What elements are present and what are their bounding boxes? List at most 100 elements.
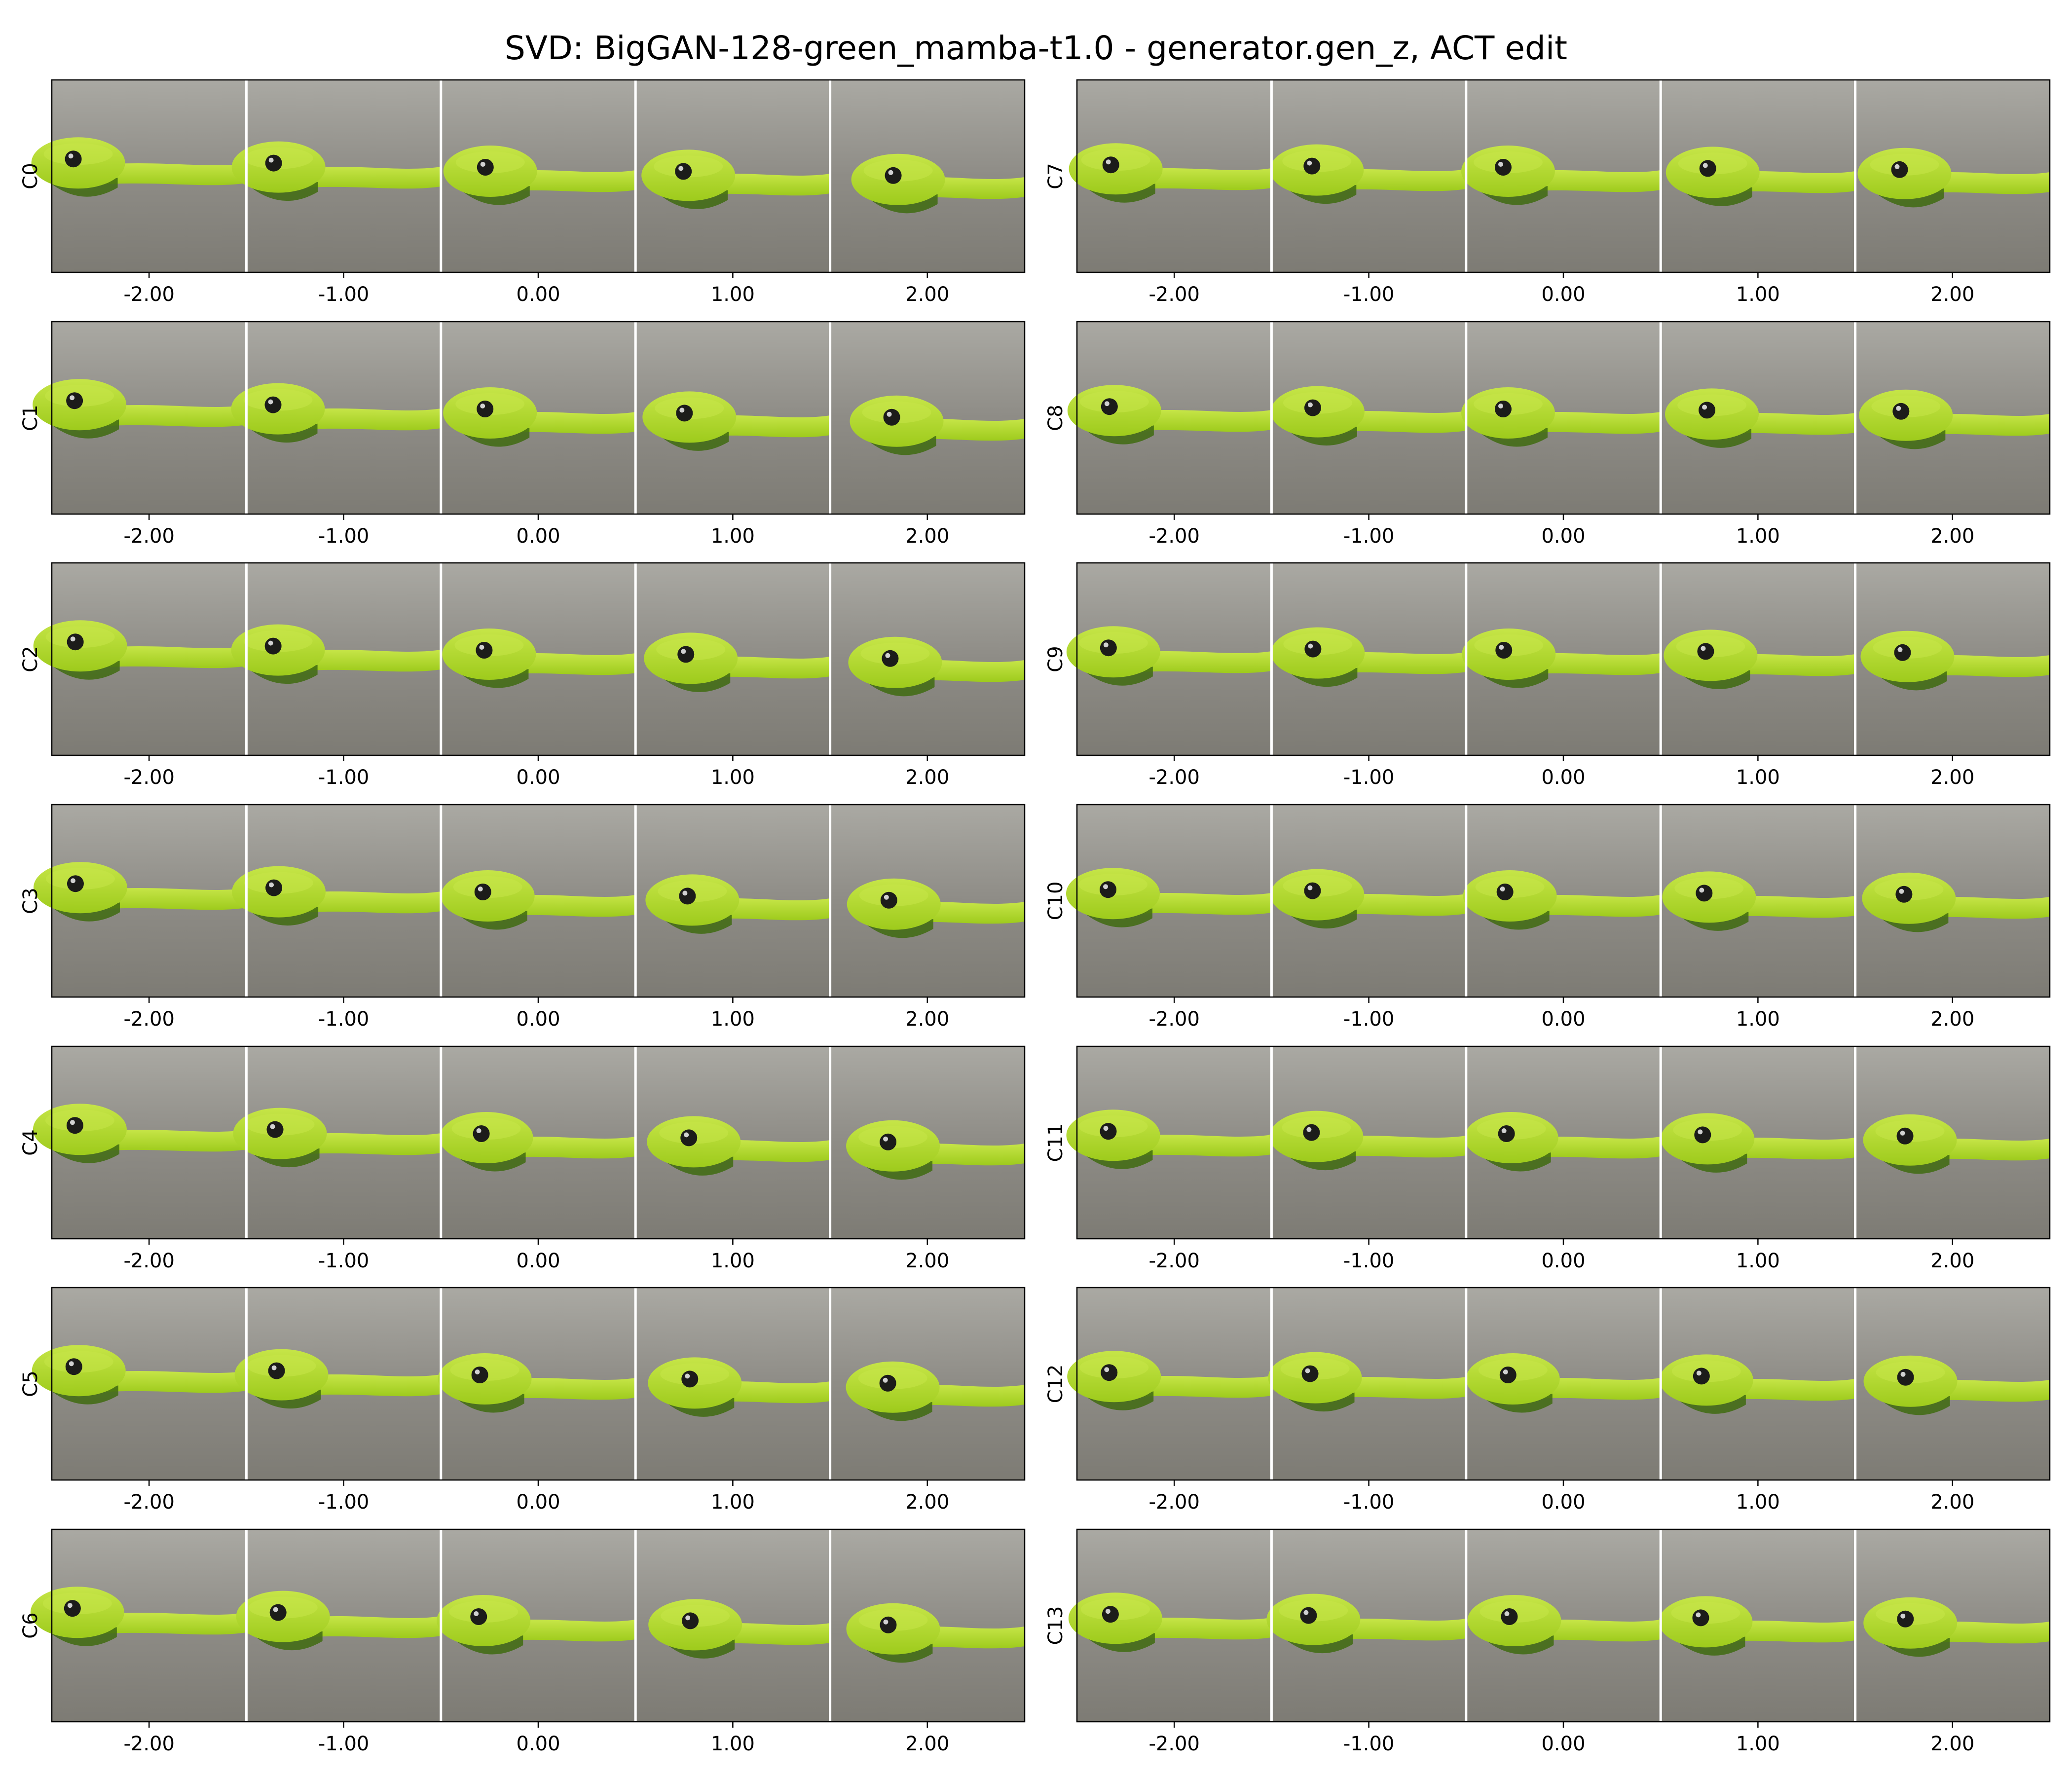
- snake-eye-glint: [479, 645, 484, 650]
- x-tick-label: 1.00: [1736, 1491, 1780, 1514]
- snake-body: [294, 1374, 441, 1397]
- snake-eye-glint: [1894, 164, 1900, 169]
- snake-body: [1525, 1378, 1661, 1400]
- snake-eye-glint: [1303, 1610, 1309, 1615]
- row-label: C13: [1044, 1606, 1067, 1645]
- x-tick-label: 2.00: [905, 1733, 949, 1755]
- x-tick-label: 0.00: [516, 766, 560, 789]
- x-tick-label: -1.00: [318, 1733, 370, 1755]
- snake-eye: [1304, 882, 1321, 899]
- snake-belly: [241, 1616, 323, 1651]
- row-label: C10: [1044, 882, 1067, 921]
- snake-eye: [1496, 884, 1514, 900]
- snake-eye: [64, 1600, 81, 1617]
- snake-body: [92, 888, 247, 910]
- snake-belly: [36, 163, 118, 197]
- snake-body: [91, 1371, 247, 1393]
- snake-eye-glint: [1896, 406, 1901, 411]
- snake-belly: [35, 1612, 117, 1646]
- snake-eye-glint: [1498, 404, 1503, 408]
- snake-belly: [445, 896, 527, 930]
- x-tick-label: -1.00: [1343, 1250, 1395, 1272]
- x-tick-label: 1.00: [711, 283, 755, 306]
- row-label: C4: [19, 1129, 42, 1155]
- snake-body: [92, 646, 247, 668]
- row-label: C7: [1044, 163, 1067, 189]
- snake-belly: [851, 1387, 932, 1421]
- snake-eye: [1494, 159, 1512, 176]
- x-tick-label: -2.00: [123, 1250, 175, 1272]
- snake-belly: [1276, 653, 1358, 687]
- snake-body: [1327, 1377, 1466, 1399]
- snake-eye-glint: [681, 649, 686, 654]
- snake-eye: [264, 396, 282, 413]
- snake-belly: [1275, 894, 1357, 929]
- snake-body: [291, 167, 441, 189]
- x-tick-label: -1.00: [318, 1250, 370, 1272]
- snake-belly: [647, 417, 729, 451]
- snake-belly: [1862, 173, 1944, 208]
- snake-eye: [1100, 1123, 1117, 1140]
- snake-body: [1329, 169, 1466, 191]
- snake-belly: [851, 1628, 933, 1663]
- snake-eye-glint: [70, 1120, 75, 1125]
- snake-belly: [649, 658, 731, 692]
- snake-eye-glint: [268, 399, 273, 405]
- snake-eye-glint: [1699, 888, 1704, 893]
- snake-eye-glint: [1103, 884, 1109, 889]
- x-tick-label: 0.00: [516, 525, 560, 548]
- snake-body: [1126, 1376, 1272, 1398]
- snake-eye-glint: [1306, 1127, 1312, 1132]
- snake-eye-glint: [1702, 405, 1707, 410]
- snake-body: [292, 1133, 441, 1155]
- snake-eye: [1696, 885, 1713, 902]
- snake-body: [290, 650, 441, 672]
- snake-body: [1326, 1619, 1466, 1641]
- row-label: C5: [19, 1370, 42, 1397]
- snake-eye: [879, 1374, 896, 1392]
- snake-eye: [1100, 639, 1117, 657]
- snake-belly: [1472, 1621, 1554, 1655]
- snake-eye-glint: [1104, 1367, 1110, 1372]
- snake-eye-glint: [70, 636, 75, 642]
- snake-eye-glint: [1900, 1371, 1906, 1377]
- snake-eye: [268, 1362, 285, 1379]
- snake-belly: [1668, 655, 1750, 689]
- x-tick-label: -2.00: [123, 525, 175, 548]
- snake-belly: [650, 900, 732, 934]
- snake-belly: [856, 179, 938, 214]
- snake-belly: [448, 413, 530, 447]
- snake-body: [1520, 170, 1661, 192]
- snake-eye-glint: [1307, 160, 1312, 166]
- snake-belly: [1868, 1623, 1950, 1657]
- snake-eye: [1102, 1606, 1119, 1623]
- snake-eye-glint: [1106, 159, 1111, 165]
- snake-eye: [1697, 643, 1714, 660]
- x-tick-label: -1.00: [1343, 766, 1395, 789]
- snake-belly: [1072, 1376, 1154, 1410]
- x-tick-label: 2.00: [905, 525, 949, 548]
- x-tick-label: 0.00: [1541, 1733, 1585, 1755]
- snake-eye-glint: [268, 640, 273, 646]
- snake-eye: [1304, 399, 1321, 416]
- snake-eye-glint: [887, 411, 892, 417]
- x-tick-label: 1.00: [1736, 766, 1780, 789]
- snake-belly: [1073, 1618, 1155, 1652]
- snake-belly: [1071, 652, 1153, 686]
- snake-eye-glint: [1498, 162, 1503, 167]
- snake-eye: [67, 875, 84, 892]
- row-label: C1: [19, 405, 42, 431]
- snake-eye-glint: [273, 1607, 278, 1612]
- x-tick-label: 1.00: [711, 1008, 755, 1031]
- snake-belly: [1072, 410, 1154, 444]
- snake-body: [1718, 1621, 1855, 1643]
- x-tick-label: 0.00: [1541, 766, 1585, 789]
- snake-eye-glint: [270, 1124, 275, 1129]
- snake-body: [291, 891, 441, 914]
- snake-eye: [473, 1125, 490, 1142]
- x-tick-label: -1.00: [1343, 283, 1395, 306]
- x-tick-label: 0.00: [516, 1008, 560, 1031]
- snake-eye-glint: [885, 653, 890, 658]
- snake-belly: [1664, 1380, 1746, 1414]
- snake-eye: [1892, 403, 1910, 420]
